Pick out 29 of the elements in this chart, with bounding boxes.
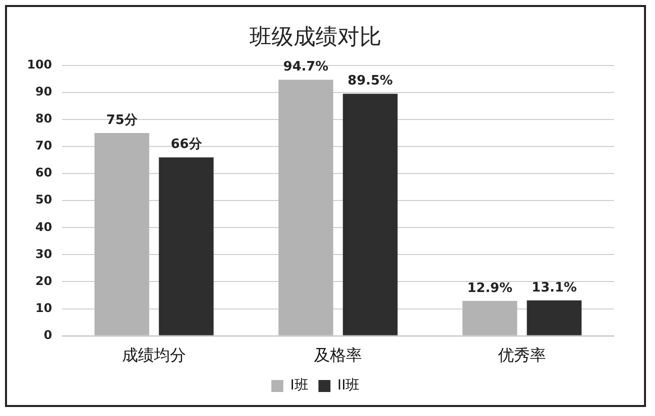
data-label: 66分 [170,137,203,152]
data-label: 89.5% [348,74,393,89]
bar [94,133,150,336]
data-label: 94.7% [283,60,328,75]
data-label: 75分 [106,112,138,128]
y-tick-label: 0 [44,328,52,342]
y-tick-label: 10 [35,300,52,315]
chart-title: 班级成绩对比 [250,24,382,50]
bar [462,300,518,336]
bar [526,300,582,336]
legend-label: I班 [290,378,308,394]
y-tick-label: 20 [35,274,52,288]
y-tick-label: 80 [35,112,52,126]
y-tick-label: 40 [35,220,52,234]
data-label: 12.9% [467,280,512,296]
y-tick-label: 100 [26,58,52,72]
x-tick-label: 及格率 [314,346,362,365]
bar [158,157,214,336]
y-tick-label: 30 [35,246,52,261]
bar [342,94,398,336]
y-tick-label: 50 [35,192,52,207]
x-tick-label: 成绩均分 [122,346,186,365]
x-tick-label: 优秀率 [498,346,546,365]
y-tick-label: 60 [35,166,52,180]
data-label: 13.1% [532,280,577,296]
legend-label: II班 [337,378,360,394]
y-tick-label: 90 [35,84,52,99]
bar [278,80,334,336]
y-tick-label: 70 [35,138,52,153]
